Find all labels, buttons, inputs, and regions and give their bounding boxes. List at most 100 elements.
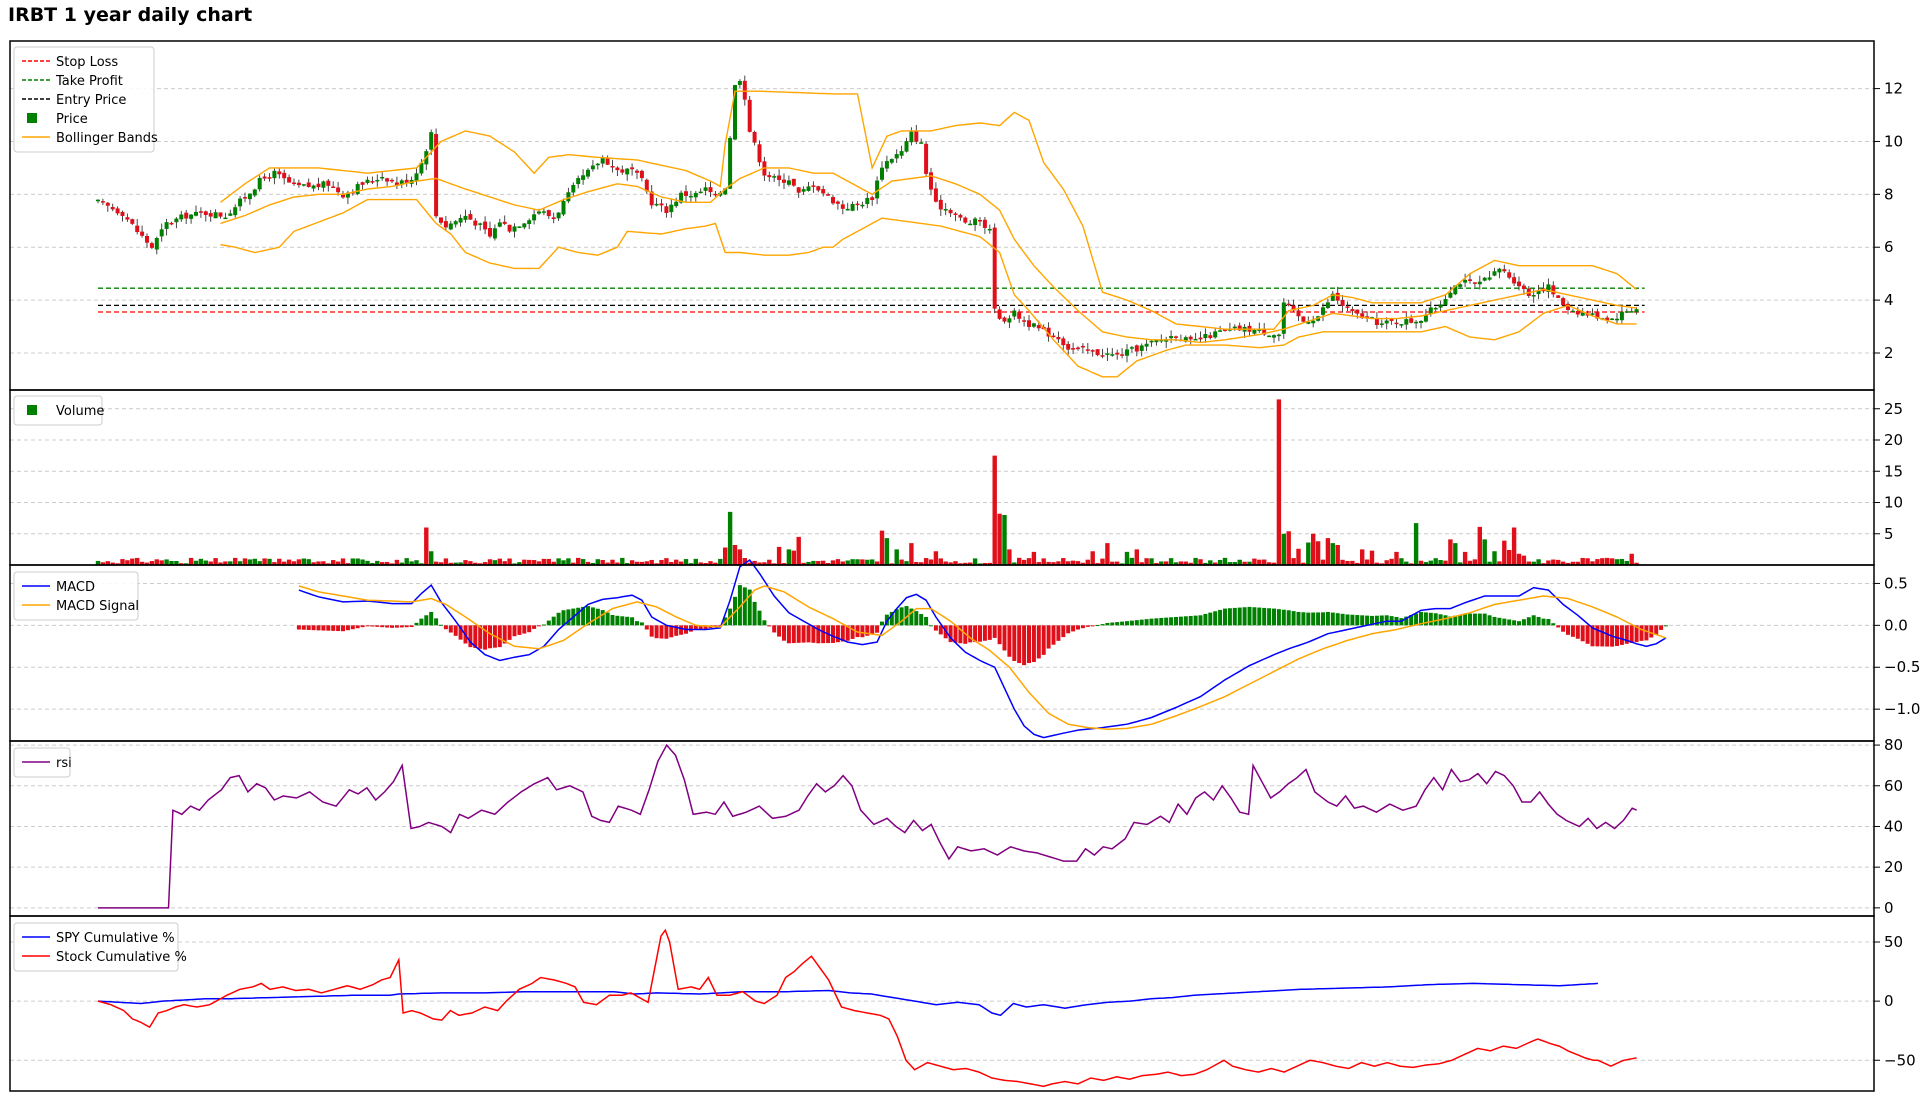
volume-bar — [1551, 559, 1556, 565]
volume-bar — [1276, 399, 1282, 565]
volume-bar — [1531, 561, 1536, 565]
volume-ytick-label: 10 — [1884, 494, 1903, 512]
price-candle — [458, 218, 463, 223]
macd-histogram-bar — [1561, 625, 1566, 632]
macd-histogram-bar — [1477, 613, 1482, 626]
volume-bar — [1379, 563, 1384, 565]
price-candle — [394, 182, 399, 186]
macd-histogram-bar — [1570, 625, 1575, 637]
macd-histogram-bar — [1453, 615, 1458, 626]
volume-bar — [928, 559, 934, 565]
volume-bar — [1046, 561, 1051, 565]
macd-histogram-bar — [1051, 625, 1056, 645]
macd-histogram-bar — [924, 616, 929, 626]
volume-bar — [546, 558, 551, 565]
macd-histogram-bar — [1036, 625, 1041, 659]
macd-histogram-bar — [610, 615, 615, 626]
price-candle — [473, 220, 478, 226]
volume-bar — [620, 557, 625, 565]
volume-bar — [375, 560, 380, 565]
price-candle — [399, 180, 404, 185]
volume-bar — [473, 562, 478, 565]
macd-histogram-bar — [811, 625, 816, 643]
volume-bar — [1487, 561, 1492, 565]
volume-bar — [502, 561, 507, 565]
volume-bar — [1428, 560, 1433, 565]
macd-histogram-bar — [1659, 625, 1664, 630]
macd-histogram-bar — [801, 625, 806, 643]
macd-frame — [9, 564, 1875, 742]
price-candle — [96, 199, 100, 202]
volume-bar — [110, 562, 115, 565]
macd-histogram-bar — [1218, 609, 1223, 626]
price-candle — [1335, 292, 1340, 301]
volume-bar — [703, 562, 708, 565]
volume-bar — [884, 538, 890, 565]
macd-histogram-bar — [443, 625, 448, 630]
price-candle — [267, 177, 272, 179]
macd-histogram-bar — [1419, 611, 1423, 626]
volume-bar — [1296, 548, 1301, 565]
volume-bar — [1614, 559, 1620, 565]
volume-bar — [296, 559, 302, 565]
price-candle — [179, 214, 184, 220]
macd-histogram-bar — [1242, 607, 1247, 626]
price-candle — [1139, 345, 1144, 351]
price-candle — [1090, 350, 1095, 352]
volume-bar — [683, 559, 689, 565]
macd-histogram-bar — [576, 607, 581, 626]
macd-histogram-bar — [473, 625, 478, 648]
price-candle — [875, 180, 880, 199]
volume-bar — [135, 557, 140, 565]
volume-bar — [860, 559, 865, 565]
volume-bar — [1262, 559, 1267, 565]
volume-bar — [522, 559, 527, 565]
price-candle — [1497, 268, 1502, 273]
price-candle — [218, 212, 223, 217]
volume-bar — [492, 560, 498, 565]
macd-histogram-bar — [1159, 617, 1164, 626]
price-ytick-label: 4 — [1884, 291, 1894, 309]
volume-bar — [1335, 545, 1340, 565]
volume-bar — [644, 561, 649, 565]
volume-bar — [1232, 562, 1237, 565]
price-candle — [1311, 320, 1316, 324]
volume-bar — [576, 557, 581, 565]
macd-histogram-bar — [409, 625, 414, 628]
volume-bar — [1026, 558, 1032, 565]
volume-bar — [1600, 558, 1605, 565]
price-candle — [115, 208, 120, 214]
macd-histogram-bar — [649, 625, 654, 637]
price-candle — [370, 181, 375, 183]
price-candle — [1120, 354, 1125, 356]
price-candle — [595, 163, 600, 166]
macd-histogram-bar — [889, 611, 894, 626]
volume-bar — [1247, 561, 1252, 565]
volume-bar — [144, 562, 150, 565]
volume-bar — [1556, 559, 1561, 565]
macd-histogram-bar — [1169, 617, 1174, 626]
price-candle — [243, 197, 247, 199]
price-candle — [1443, 299, 1448, 306]
macd-histogram-bar — [1291, 611, 1296, 626]
macd-histogram-bar — [483, 625, 488, 650]
volume-bar — [1311, 533, 1316, 565]
macd-histogram-bar — [439, 624, 443, 626]
volume-bar — [198, 558, 204, 565]
macd-histogram-bar — [1100, 624, 1105, 626]
price-candle — [973, 218, 978, 226]
volume-bar — [321, 561, 326, 565]
price-candle — [1521, 285, 1526, 290]
volume-bar — [1320, 559, 1326, 565]
volume-bar — [781, 563, 787, 565]
volume-bar — [879, 530, 885, 565]
volume-bar — [1560, 561, 1566, 565]
macd-histogram-bar — [875, 625, 880, 633]
price-candle — [1487, 277, 1492, 280]
volume-bar — [125, 560, 130, 565]
macd-histogram-bar — [1031, 625, 1036, 663]
volume-bar — [482, 562, 488, 565]
price-candle — [669, 204, 674, 213]
volume-bar — [1404, 561, 1409, 565]
macd-histogram-bar — [390, 625, 394, 628]
